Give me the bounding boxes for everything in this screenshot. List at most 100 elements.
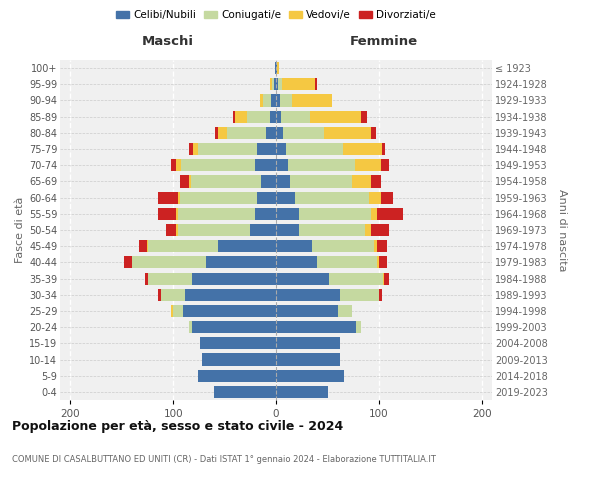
Bar bbox=[329, 272, 383, 284]
Bar bbox=[188, 176, 191, 188]
Bar bbox=[299, 208, 371, 220]
Bar bbox=[191, 272, 276, 284]
Bar bbox=[361, 110, 367, 122]
Bar bbox=[276, 208, 299, 220]
Bar bbox=[202, 354, 276, 366]
Y-axis label: Anni di nascita: Anni di nascita bbox=[557, 188, 567, 271]
Y-axis label: Fasce di età: Fasce di età bbox=[14, 197, 25, 263]
Bar bbox=[214, 386, 276, 398]
Bar bbox=[276, 94, 280, 106]
Bar bbox=[176, 208, 178, 220]
Bar bbox=[266, 127, 276, 139]
Bar bbox=[355, 159, 381, 172]
Bar bbox=[124, 256, 132, 268]
Bar bbox=[377, 208, 403, 220]
Bar bbox=[171, 305, 173, 317]
Bar bbox=[374, 240, 377, 252]
Bar bbox=[188, 143, 193, 155]
Bar bbox=[379, 256, 387, 268]
Bar bbox=[276, 224, 299, 236]
Bar bbox=[276, 256, 317, 268]
Bar bbox=[290, 176, 352, 188]
Bar bbox=[277, 62, 279, 74]
Bar bbox=[158, 208, 176, 220]
Bar bbox=[340, 288, 379, 301]
Bar bbox=[185, 288, 276, 301]
Text: Femmine: Femmine bbox=[350, 35, 418, 48]
Bar bbox=[315, 78, 317, 90]
Text: COMUNE DI CASALBUTTANO ED UNITI (CR) - Dati ISTAT 1° gennaio 2024 - Elaborazione: COMUNE DI CASALBUTTANO ED UNITI (CR) - D… bbox=[12, 455, 436, 464]
Bar bbox=[276, 338, 340, 349]
Bar bbox=[263, 94, 271, 106]
Bar bbox=[256, 208, 276, 220]
Bar bbox=[270, 78, 272, 90]
Bar bbox=[352, 176, 371, 188]
Bar bbox=[181, 159, 256, 172]
Bar bbox=[191, 176, 260, 188]
Bar bbox=[206, 256, 276, 268]
Bar bbox=[276, 272, 329, 284]
Bar bbox=[270, 110, 276, 122]
Bar bbox=[158, 192, 178, 203]
Bar bbox=[276, 62, 277, 74]
Bar bbox=[275, 62, 276, 74]
Bar bbox=[371, 176, 381, 188]
Bar bbox=[310, 110, 361, 122]
Bar bbox=[383, 272, 384, 284]
Bar bbox=[276, 370, 344, 382]
Bar bbox=[276, 143, 286, 155]
Bar bbox=[276, 240, 312, 252]
Bar bbox=[365, 224, 371, 236]
Bar bbox=[247, 110, 270, 122]
Bar bbox=[371, 127, 376, 139]
Bar bbox=[371, 208, 377, 220]
Bar bbox=[198, 370, 276, 382]
Bar bbox=[381, 192, 393, 203]
Bar bbox=[325, 127, 371, 139]
Bar bbox=[184, 305, 276, 317]
Bar bbox=[292, 94, 332, 106]
Bar bbox=[178, 208, 256, 220]
Bar bbox=[276, 354, 340, 366]
Bar bbox=[145, 272, 148, 284]
Bar bbox=[274, 78, 276, 90]
Bar bbox=[227, 127, 266, 139]
Bar bbox=[178, 192, 181, 203]
Bar bbox=[343, 143, 382, 155]
Bar bbox=[276, 78, 278, 90]
Bar bbox=[283, 127, 325, 139]
Bar bbox=[188, 321, 191, 333]
Bar bbox=[276, 305, 338, 317]
Bar bbox=[295, 192, 368, 203]
Bar bbox=[276, 288, 340, 301]
Bar bbox=[356, 321, 361, 333]
Bar bbox=[377, 256, 379, 268]
Bar bbox=[176, 159, 181, 172]
Bar bbox=[289, 159, 355, 172]
Bar bbox=[276, 127, 283, 139]
Bar bbox=[193, 143, 198, 155]
Bar bbox=[278, 78, 282, 90]
Legend: Celibi/Nubili, Coniugati/e, Vedovi/e, Divorziati/e: Celibi/Nubili, Coniugati/e, Vedovi/e, Di… bbox=[112, 6, 440, 24]
Bar bbox=[276, 386, 328, 398]
Bar bbox=[280, 94, 292, 106]
Bar bbox=[276, 192, 295, 203]
Bar bbox=[368, 192, 381, 203]
Bar bbox=[271, 94, 276, 106]
Bar bbox=[379, 288, 382, 301]
Bar bbox=[312, 240, 374, 252]
Bar bbox=[276, 159, 289, 172]
Bar bbox=[260, 94, 263, 106]
Bar bbox=[173, 305, 184, 317]
Bar bbox=[371, 224, 389, 236]
Text: Maschi: Maschi bbox=[142, 35, 194, 48]
Bar bbox=[282, 78, 315, 90]
Bar bbox=[198, 143, 257, 155]
Bar bbox=[132, 256, 206, 268]
Bar bbox=[233, 110, 235, 122]
Bar bbox=[166, 224, 176, 236]
Bar bbox=[338, 305, 352, 317]
Bar bbox=[218, 127, 227, 139]
Bar bbox=[256, 159, 276, 172]
Bar bbox=[191, 321, 276, 333]
